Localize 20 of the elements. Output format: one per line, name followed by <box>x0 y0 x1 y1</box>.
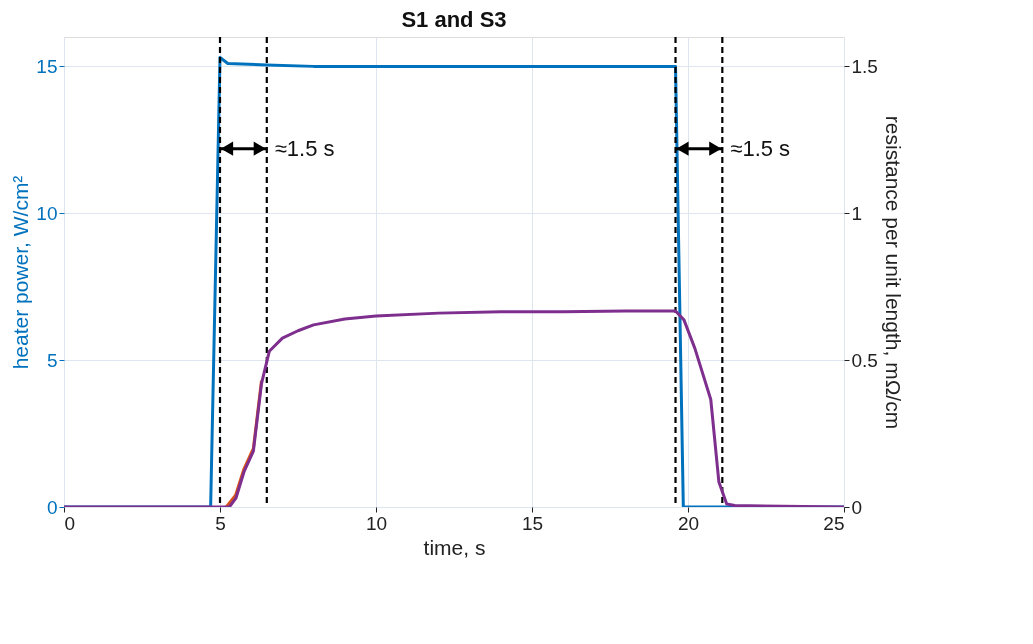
y-tick-label: 10 <box>36 202 58 224</box>
x-tick-label: 10 <box>365 512 388 534</box>
annotation: ≈1.5 s <box>274 135 335 161</box>
x-tick-label: 15 <box>521 512 544 534</box>
chart-title: S1 and S3 <box>401 6 507 32</box>
y-axis-title: heater power, W/cm² <box>9 175 33 370</box>
y2-tick-label: 1.5 <box>851 55 878 77</box>
x-tick-label: 25 <box>823 512 845 534</box>
y2-axis-title: resistance per unit length, mΩ/cm <box>881 115 905 430</box>
annotation: ≈1.5 s <box>730 135 791 161</box>
x-tick-label: 0 <box>64 512 76 534</box>
x-axis-title: time, s <box>423 535 486 559</box>
x-tick-label: 20 <box>677 512 700 534</box>
y2-tick-label: 0 <box>851 496 863 518</box>
y-tick-label: 15 <box>36 55 58 77</box>
y2-tick-label: 1 <box>851 202 863 224</box>
y-tick-label: 5 <box>46 349 58 371</box>
y2-tick-label: 0.5 <box>851 349 878 371</box>
y-tick-label: 0 <box>46 496 58 518</box>
x-tick-label: 5 <box>215 512 226 534</box>
